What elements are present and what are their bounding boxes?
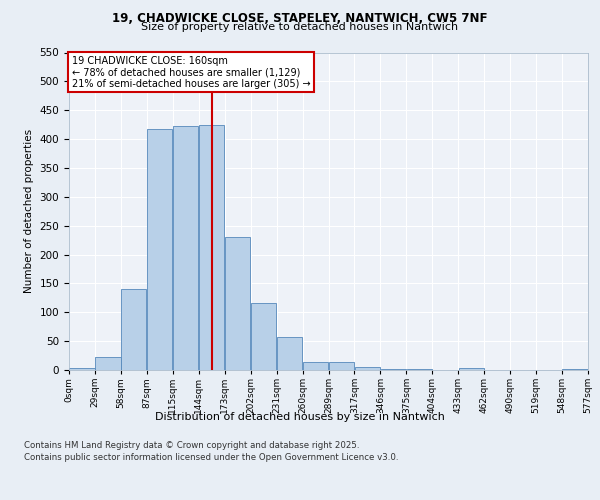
Bar (458, 368, 484, 370)
Bar (70, 368, 95, 370)
Bar (329, 362, 354, 370)
Bar (147, 128, 172, 370)
Text: Contains public sector information licensed under the Open Government Licence v3: Contains public sector information licen… (24, 454, 398, 462)
Bar (95, 358, 121, 370)
Text: Size of property relative to detached houses in Nantwich: Size of property relative to detached ho… (142, 22, 458, 32)
Bar (251, 303, 276, 370)
Bar (303, 362, 328, 370)
Bar (121, 288, 146, 370)
Bar (199, 124, 224, 370)
Bar (225, 237, 250, 370)
Bar (562, 369, 587, 370)
Bar (277, 336, 302, 370)
Text: Distribution of detached houses by size in Nantwich: Distribution of detached houses by size … (155, 412, 445, 422)
Bar (173, 126, 199, 370)
Text: 19 CHADWICKE CLOSE: 160sqm
← 78% of detached houses are smaller (1,129)
21% of s: 19 CHADWICKE CLOSE: 160sqm ← 78% of deta… (71, 56, 310, 89)
Y-axis label: Number of detached properties: Number of detached properties (24, 129, 34, 294)
Text: 19, CHADWICKE CLOSE, STAPELEY, NANTWICH, CW5 7NF: 19, CHADWICKE CLOSE, STAPELEY, NANTWICH,… (112, 12, 488, 26)
Text: Contains HM Land Registry data © Crown copyright and database right 2025.: Contains HM Land Registry data © Crown c… (24, 441, 359, 450)
Bar (355, 366, 380, 370)
Bar (407, 369, 432, 370)
